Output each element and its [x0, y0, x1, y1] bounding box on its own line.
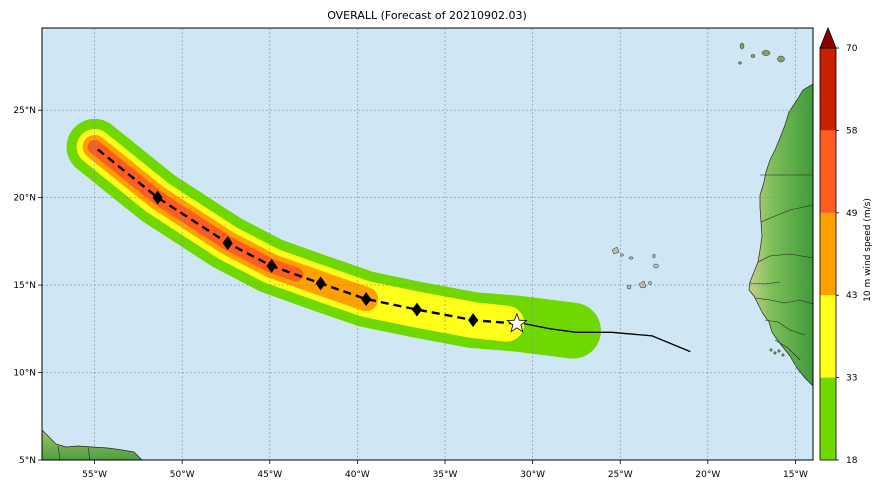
colorbar-tick-label: 58	[846, 126, 858, 136]
colorbar-band	[820, 130, 836, 212]
colorbar-tick-label: 43	[846, 291, 857, 301]
lon-tick-label: 20°W	[695, 470, 720, 480]
lon-tick-label: 45°W	[257, 470, 282, 480]
colorbar-band	[820, 213, 836, 295]
colorbar-band	[820, 378, 836, 460]
latitude-axis: 5°N 10°N 15°N 20°N 25°N	[13, 106, 42, 466]
colorbar-extend-arrow	[820, 28, 836, 48]
lon-tick-label: 15°W	[783, 470, 808, 480]
lon-tick-label: 25°W	[608, 470, 633, 480]
lon-tick-label: 40°W	[345, 470, 370, 480]
longitude-axis: 55°W 50°W 45°W 40°W 35°W 30°W 25°W 20°W 15°W	[82, 460, 808, 480]
colorbar-tick-label: 49	[846, 209, 858, 219]
colorbar-label: 10 m wind speed (m/s)	[863, 198, 873, 302]
colorbar-tick-label: 70	[846, 44, 858, 54]
map-panel: 55°W 50°W 45°W 40°W 35°W 30°W 25°W 20°W 15°W 5°N…	[13, 28, 813, 480]
lat-tick-label: 5°N	[19, 456, 36, 466]
lon-tick-label: 50°W	[170, 470, 195, 480]
lat-tick-label: 10°N	[13, 369, 36, 379]
lon-tick-label: 30°W	[520, 470, 545, 480]
lon-tick-label: 55°W	[82, 470, 107, 480]
forecast-map-figure: OVERALL (Forecast of 20210902.03)	[0, 0, 883, 488]
colorbar-band	[820, 48, 836, 130]
ocean-background	[42, 28, 813, 460]
colorbar-tick-label: 18	[846, 456, 858, 466]
lat-tick-label: 20°N	[13, 194, 36, 204]
colorbar-band	[820, 295, 836, 377]
lon-tick-label: 35°W	[433, 470, 458, 480]
colorbar: 18 33 43 49 58 70	[820, 28, 858, 466]
lat-tick-label: 15°N	[13, 281, 36, 291]
lat-tick-label: 25°N	[13, 106, 36, 116]
chart-title: OVERALL (Forecast of 20210902.03)	[327, 9, 527, 22]
colorbar-tick-label: 33	[846, 374, 857, 384]
